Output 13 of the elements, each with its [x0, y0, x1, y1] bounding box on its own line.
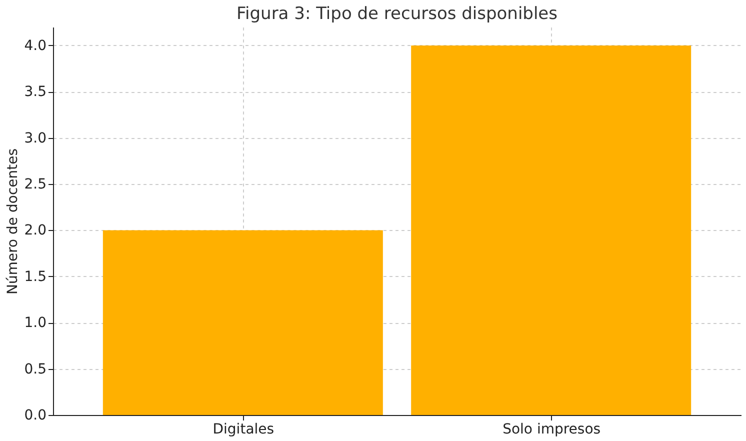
y-tick-label: 2.0: [24, 222, 46, 239]
x-tick-label: Solo impresos: [502, 422, 601, 438]
y-tick-label: 0.5: [24, 361, 46, 378]
y-tick-label: 4.0: [24, 38, 46, 54]
x-tick-label: Digitales: [212, 422, 274, 438]
chart-title: Figura 3: Tipo de recursos disponibles: [236, 4, 558, 24]
y-tick-label: 3.0: [24, 130, 46, 146]
y-axis-title: Número de docentes: [5, 148, 22, 295]
y-tick-label: 1.0: [24, 315, 46, 332]
y-tick-label: 0.0: [24, 408, 46, 424]
y-tick-label: 2.5: [24, 176, 46, 193]
y-tick-label: 1.5: [24, 268, 46, 285]
y-tick-label: 3.5: [24, 84, 46, 100]
